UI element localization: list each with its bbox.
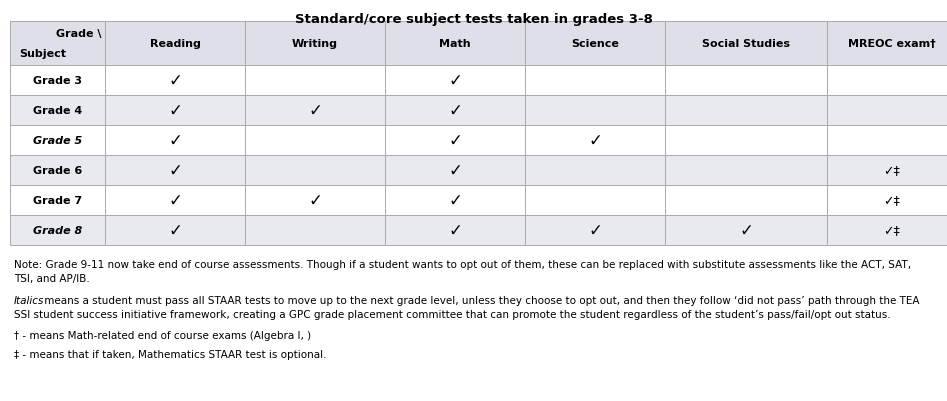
Text: Science: Science (571, 39, 619, 49)
Text: ✓: ✓ (448, 221, 462, 239)
Text: ✓: ✓ (308, 102, 322, 120)
Bar (10, 215, 105, 245)
Text: ✓: ✓ (168, 132, 182, 150)
Bar (385, 215, 525, 245)
Bar (665, 186, 827, 215)
Text: Grade 7: Grade 7 (33, 196, 82, 205)
Bar (827, 66, 947, 96)
Text: ✓: ✓ (168, 102, 182, 120)
Text: ✓: ✓ (588, 221, 602, 239)
Bar (525, 126, 665, 156)
Bar (105, 156, 245, 186)
Text: Reading: Reading (150, 39, 201, 49)
Bar (10, 22, 105, 66)
Text: Subject: Subject (20, 49, 66, 59)
Bar (105, 186, 245, 215)
Bar (105, 126, 245, 156)
Bar (385, 22, 525, 66)
Text: Writing: Writing (292, 39, 338, 49)
Text: ✓: ✓ (739, 221, 753, 239)
Bar (827, 186, 947, 215)
Text: Social Studies: Social Studies (702, 39, 790, 49)
Bar (105, 22, 245, 66)
Text: ✓: ✓ (308, 192, 322, 209)
Bar (385, 96, 525, 126)
Bar (827, 96, 947, 126)
Bar (525, 22, 665, 66)
Text: ✓: ✓ (448, 72, 462, 90)
Bar (245, 126, 385, 156)
Bar (385, 66, 525, 96)
Text: ✓: ✓ (168, 192, 182, 209)
Text: Grade 3: Grade 3 (33, 76, 82, 86)
Bar (665, 126, 827, 156)
Text: Grade 5: Grade 5 (33, 136, 82, 146)
Text: ✓: ✓ (448, 162, 462, 180)
Bar (245, 22, 385, 66)
Bar (665, 96, 827, 126)
Text: ✓‡: ✓‡ (884, 194, 901, 207)
Text: Grade \: Grade \ (56, 29, 101, 39)
Text: Grade 4: Grade 4 (33, 106, 82, 116)
Text: ✓: ✓ (168, 162, 182, 180)
Bar (10, 96, 105, 126)
Bar (385, 156, 525, 186)
Text: ✓‡: ✓‡ (884, 164, 901, 177)
Bar (525, 156, 665, 186)
Bar (525, 66, 665, 96)
Bar (827, 22, 947, 66)
Text: ✓: ✓ (448, 102, 462, 120)
Text: ✓: ✓ (168, 221, 182, 239)
Text: means a student must pass all STAAR tests to move up to the next grade level, un: means a student must pass all STAAR test… (41, 296, 920, 306)
Text: SSI student success initiative framework, creating a GPC grade placement committ: SSI student success initiative framework… (14, 310, 890, 320)
Bar (10, 156, 105, 186)
Bar (665, 22, 827, 66)
Bar (385, 186, 525, 215)
Bar (827, 215, 947, 245)
Text: ✓: ✓ (168, 72, 182, 90)
Text: Note: Grade 9-11 now take end of course assessments. Though if a student wants t: Note: Grade 9-11 now take end of course … (14, 259, 911, 269)
Bar (10, 66, 105, 96)
Bar (105, 96, 245, 126)
Text: ✓‡: ✓‡ (884, 224, 901, 237)
Text: ‡ - means that if taken, Mathematics STAAR test is optional.: ‡ - means that if taken, Mathematics STA… (14, 349, 327, 359)
Bar (525, 186, 665, 215)
Bar (665, 156, 827, 186)
Bar (105, 66, 245, 96)
Bar (245, 156, 385, 186)
Text: Grade 8: Grade 8 (33, 225, 82, 235)
Bar (245, 96, 385, 126)
Bar (245, 186, 385, 215)
Text: ✓: ✓ (588, 132, 602, 150)
Text: Grade 6: Grade 6 (33, 166, 82, 176)
Text: TSI, and AP/IB.: TSI, and AP/IB. (14, 273, 90, 283)
Text: MREOC exam†: MREOC exam† (849, 39, 936, 49)
Bar (245, 66, 385, 96)
Text: Italics: Italics (14, 296, 45, 306)
Text: Standard/core subject tests taken in grades 3-8: Standard/core subject tests taken in gra… (295, 13, 652, 26)
Bar (245, 215, 385, 245)
Bar (10, 126, 105, 156)
Text: Math: Math (439, 39, 471, 49)
Bar (665, 215, 827, 245)
Bar (827, 156, 947, 186)
Bar (525, 215, 665, 245)
Bar (665, 66, 827, 96)
Text: ✓: ✓ (448, 132, 462, 150)
Bar (105, 215, 245, 245)
Bar (385, 126, 525, 156)
Bar (525, 96, 665, 126)
Text: † - means Math-related end of course exams (Algebra I, ): † - means Math-related end of course exa… (14, 330, 312, 340)
Bar (10, 186, 105, 215)
Text: ✓: ✓ (448, 192, 462, 209)
Bar (827, 126, 947, 156)
